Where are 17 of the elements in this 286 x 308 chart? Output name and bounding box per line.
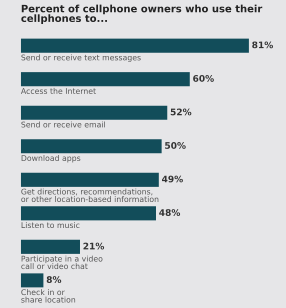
bar <box>20 106 168 120</box>
bar <box>20 38 249 53</box>
chart-title: Percent of cellphone owners who use their cellphones to... <box>21 4 262 24</box>
bar <box>20 273 44 288</box>
bar <box>20 240 80 254</box>
data-label: 81% <box>252 41 273 48</box>
data-label: 21% <box>83 242 104 250</box>
bar <box>20 172 159 187</box>
bar <box>20 206 156 220</box>
bar <box>20 139 162 154</box>
bar <box>20 72 190 86</box>
data-label: 60% <box>193 74 214 82</box>
data-label: 48% <box>159 209 180 216</box>
data-label: 49% <box>162 176 183 182</box>
data-label: 8% <box>46 276 62 283</box>
data-label: 52% <box>170 108 192 116</box>
data-label: 50% <box>165 142 186 149</box>
